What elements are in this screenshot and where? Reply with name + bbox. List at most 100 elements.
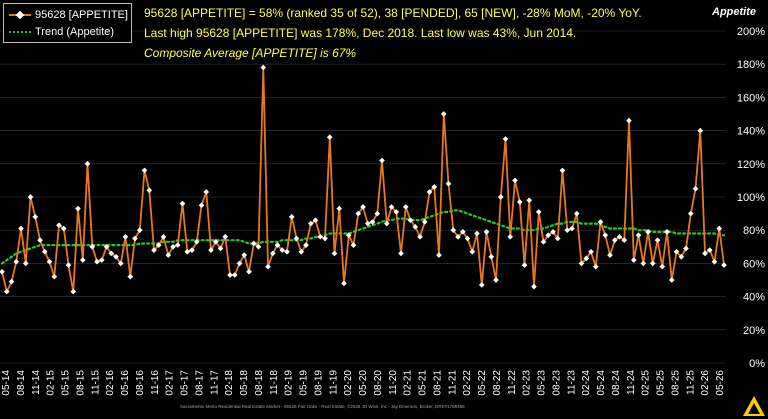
x-tick-label: 11-20 [388, 370, 399, 395]
data-point [436, 252, 442, 258]
data-point [526, 197, 533, 204]
data-point [635, 232, 642, 239]
brand-logo-icon [743, 396, 765, 416]
data-point [664, 229, 670, 235]
x-tick-label: 02-17 [165, 370, 176, 396]
x-tick-label: 05-20 [358, 370, 369, 396]
y-tick-label: 200% [737, 26, 765, 38]
data-point [412, 224, 419, 230]
data-point [89, 243, 96, 250]
data-point [626, 117, 632, 124]
data-point [692, 185, 699, 192]
x-tick-label: 05-21 [418, 370, 429, 396]
data-point [250, 240, 257, 247]
data-point [502, 136, 509, 142]
data-point [231, 272, 238, 278]
x-tick-label: 08-22 [492, 370, 503, 396]
data-point [345, 232, 352, 238]
y-tick-label: 140% [737, 126, 765, 138]
data-point [535, 209, 542, 215]
data-point [445, 180, 452, 187]
x-tick-label: 02-16 [105, 370, 116, 396]
legend-trend-label: Trend (Appetite) [35, 26, 115, 38]
data-point [274, 242, 281, 248]
x-tick-label: 05-24 [596, 370, 607, 396]
data-point [174, 242, 181, 248]
data-point [602, 232, 609, 238]
headline-high-low: Last high 95628 [APPETITE] was 178%, Dec… [144, 26, 577, 40]
data-point [136, 227, 143, 233]
data-point [8, 278, 15, 285]
y-tick-label: 160% [737, 92, 765, 104]
x-tick-label: 05-17 [180, 370, 191, 396]
data-point [360, 204, 366, 210]
x-tick-label: 02-24 [581, 370, 592, 396]
trend-line [0, 209, 726, 265]
data-point [716, 225, 723, 232]
data-point [450, 227, 457, 233]
data-point [312, 217, 319, 224]
x-tick-label: 11-22 [507, 370, 518, 395]
x-tick-label: 11-15 [90, 370, 101, 395]
x-tick-label: 08-15 [75, 370, 86, 396]
data-point [303, 242, 309, 248]
x-tick-label: 02-23 [522, 370, 533, 396]
y-tick-label: 40% [743, 292, 765, 304]
x-tick-label: 05-19 [299, 370, 310, 396]
data-point [578, 260, 585, 267]
data-point [98, 257, 105, 263]
x-tick-label: 11-21 [447, 370, 458, 395]
x-tick-label: 11-14 [31, 370, 42, 395]
data-point [350, 242, 357, 248]
data-point [165, 252, 172, 258]
y-tick-label: 120% [737, 159, 765, 171]
data-point [198, 202, 205, 209]
data-point [141, 167, 148, 174]
legend-series-swatch [9, 10, 31, 20]
x-tick-label: 08-17 [194, 370, 205, 396]
data-point [649, 260, 656, 267]
data-point [355, 210, 362, 217]
data-point [469, 248, 476, 255]
data-point [426, 189, 433, 195]
data-point [122, 233, 129, 240]
data-point [236, 260, 243, 267]
data-point [46, 258, 53, 265]
data-point [640, 260, 647, 267]
data-point [531, 283, 537, 290]
data-point [326, 134, 333, 141]
data-point [170, 243, 176, 250]
x-tick-label: 02-25 [641, 370, 652, 396]
data-point [545, 232, 552, 238]
data-point [564, 227, 571, 233]
data-point [569, 225, 575, 232]
x-tick-label: 11-16 [150, 370, 161, 395]
data-point [288, 214, 295, 220]
data-point [84, 160, 91, 167]
data-point [369, 219, 376, 225]
data-point [317, 233, 324, 240]
x-tick-label: 11-23 [566, 370, 577, 395]
data-point [65, 262, 72, 268]
x-tick-label: 08-21 [432, 370, 443, 396]
x-tick-label: 05-22 [477, 370, 488, 396]
x-tick-label: 11-19 [328, 370, 339, 395]
x-tick-label: 08-14 [16, 370, 27, 396]
y-tick-label: 80% [743, 225, 765, 237]
data-point [94, 258, 100, 265]
data-point [687, 210, 694, 217]
data-point [70, 288, 77, 295]
data-point [146, 187, 153, 194]
x-tick-label: 02-15 [46, 370, 57, 396]
data-point [379, 157, 385, 164]
data-point [721, 262, 727, 268]
x-tick-label: 11-24 [626, 370, 637, 395]
data-point [478, 282, 485, 288]
data-point [493, 277, 499, 283]
x-tick-label: 02-20 [343, 370, 354, 396]
x-tick-label: 08-18 [254, 370, 265, 396]
data-point [388, 204, 395, 210]
x-tick-label: 08-19 [313, 370, 324, 396]
data-point [18, 225, 24, 232]
